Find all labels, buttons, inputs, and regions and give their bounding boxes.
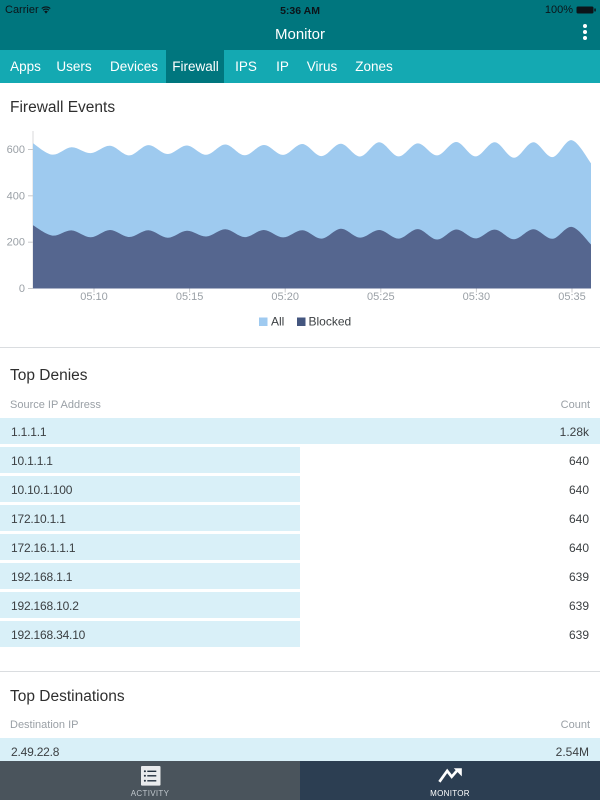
svg-text:0: 0 <box>19 283 25 295</box>
svg-text:400: 400 <box>7 190 25 202</box>
svg-text:05:10: 05:10 <box>80 291 108 303</box>
svg-text:05:20: 05:20 <box>271 291 299 303</box>
svg-text:05:35: 05:35 <box>558 291 586 303</box>
svg-text:Blocked: Blocked <box>309 315 352 329</box>
svg-text:05:30: 05:30 <box>463 291 491 303</box>
svg-text:200: 200 <box>7 237 25 249</box>
svg-text:600: 600 <box>7 144 25 156</box>
svg-text:05:25: 05:25 <box>367 291 395 303</box>
svg-text:All: All <box>271 315 284 329</box>
svg-text:05:15: 05:15 <box>176 291 204 303</box>
